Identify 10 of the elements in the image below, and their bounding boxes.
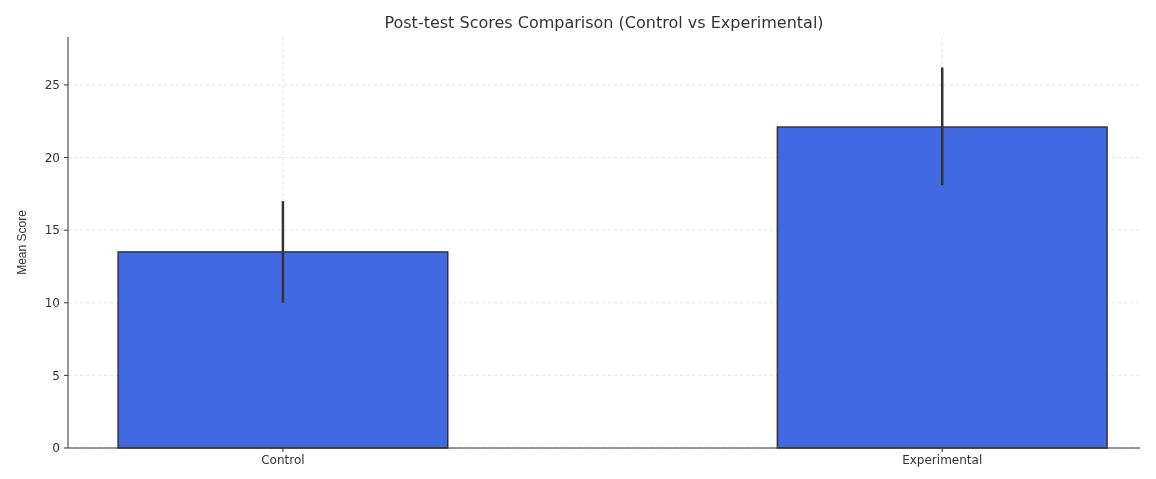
y-axis-title: Mean Score [15, 209, 29, 275]
x-tick-label: Experimental [902, 453, 983, 467]
y-tick-label: 15 [44, 223, 60, 238]
x-tick-label: Control [261, 453, 305, 467]
chart-title: Post-test Scores Comparison (Control vs Experimental) [384, 13, 824, 32]
y-tick-label: 0 [52, 441, 60, 456]
y-tick-label: 5 [52, 368, 60, 383]
y-tick-label: 20 [44, 150, 60, 165]
y-tick-label: 25 [44, 78, 60, 93]
y-tick-label: 10 [44, 295, 60, 310]
